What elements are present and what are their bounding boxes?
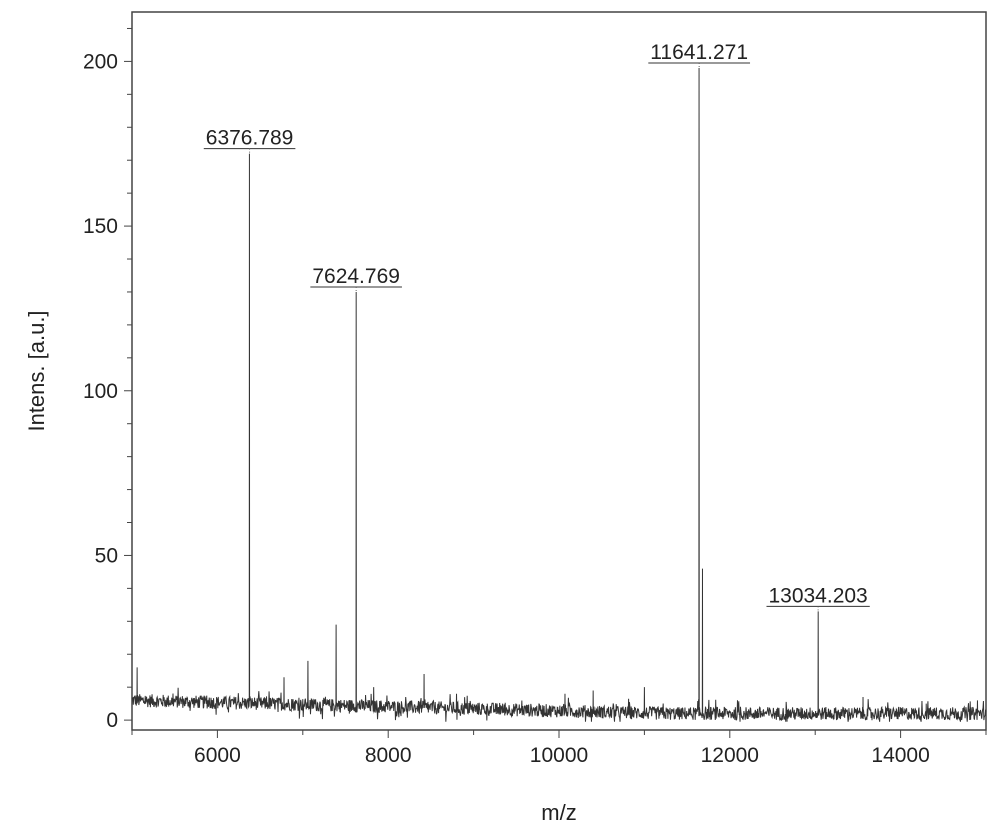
peak-label: 6376.789	[203, 127, 296, 154]
peak-label-text: 13034.203	[768, 584, 867, 607]
x-axis-title: m/z	[541, 800, 576, 825]
x-tick-label: 14000	[871, 744, 929, 767]
x-tick-label: 6000	[194, 744, 241, 767]
x-tick-label: 10000	[530, 744, 588, 767]
spectrum-line	[131, 67, 987, 722]
plot-frame	[131, 11, 987, 731]
x-tick-label: 12000	[701, 744, 759, 767]
x-axis-ticks: 6000 8000 10000 12000 14000	[131, 730, 987, 767]
peak-label-text: 11641.271	[650, 41, 748, 64]
y-tick-label: 50	[95, 544, 118, 567]
y-tick-label: 150	[83, 215, 118, 238]
peak-label-text: 7624.769	[312, 265, 400, 288]
plot-area	[131, 67, 987, 722]
peak-label: 7624.769	[310, 265, 402, 292]
peak-label: 11641.271	[648, 41, 751, 68]
y-tick-label: 200	[83, 50, 118, 73]
peak-label-text: 6376.789	[206, 127, 294, 150]
y-axis-ticks: 0 50 100 150 200	[83, 27, 132, 732]
x-tick-label: 8000	[365, 744, 412, 767]
peak-label: 13034.203	[766, 584, 870, 612]
peak-labels: 6376.789 7624.769 11641.271 13034.203	[203, 41, 870, 612]
y-tick-label: 0	[106, 709, 118, 732]
y-tick-label: 100	[83, 380, 118, 403]
y-axis-title: Intens. [a.u.]	[24, 310, 49, 431]
